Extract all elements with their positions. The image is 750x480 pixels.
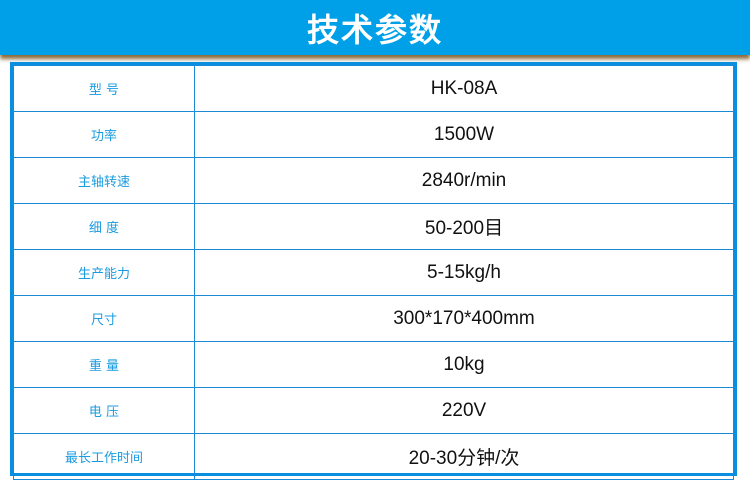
spec-value: 20-30分钟/次 (194, 433, 734, 480)
spec-value: 220V (194, 387, 734, 434)
spec-value: HK-08A (194, 65, 734, 112)
spec-row: 细 度 50-200目 (13, 203, 734, 250)
spec-label: 细 度 (13, 203, 195, 250)
title-banner: 技术参数 (0, 0, 750, 55)
spec-row: 重 量 10kg (13, 341, 734, 388)
spec-row: 尺寸 300*170*400mm (13, 295, 734, 342)
spec-value: 50-200目 (194, 203, 734, 250)
spec-label: 主轴转速 (13, 157, 195, 204)
spec-row: 型 号 HK-08A (13, 65, 734, 112)
spec-value: 300*170*400mm (194, 295, 734, 342)
spec-value: 5-15kg/h (194, 249, 734, 296)
spec-label: 尺寸 (13, 295, 195, 342)
spec-row: 电 压 220V (13, 387, 734, 434)
spec-row: 主轴转速 2840r/min (13, 157, 734, 204)
spec-label: 重 量 (13, 341, 195, 388)
spec-value: 1500W (194, 111, 734, 158)
spec-value: 10kg (194, 341, 734, 388)
page-title: 技术参数 (306, 10, 443, 49)
spec-row: 生产能力 5-15kg/h (13, 249, 734, 296)
spec-value: 2840r/min (194, 157, 734, 204)
spec-row: 最长工作时间 20-30分钟/次 (13, 433, 734, 480)
spec-label: 型 号 (13, 65, 195, 112)
spec-label: 生产能力 (13, 249, 195, 296)
spec-label: 最长工作时间 (13, 433, 195, 480)
spec-label: 电 压 (13, 387, 195, 434)
spec-label: 功率 (13, 111, 195, 158)
spec-row: 功率 1500W (13, 111, 734, 158)
spec-table: 型 号 HK-08A 功率 1500W 主轴转速 2840r/min 细 度 50-200目生… (10, 62, 737, 480)
